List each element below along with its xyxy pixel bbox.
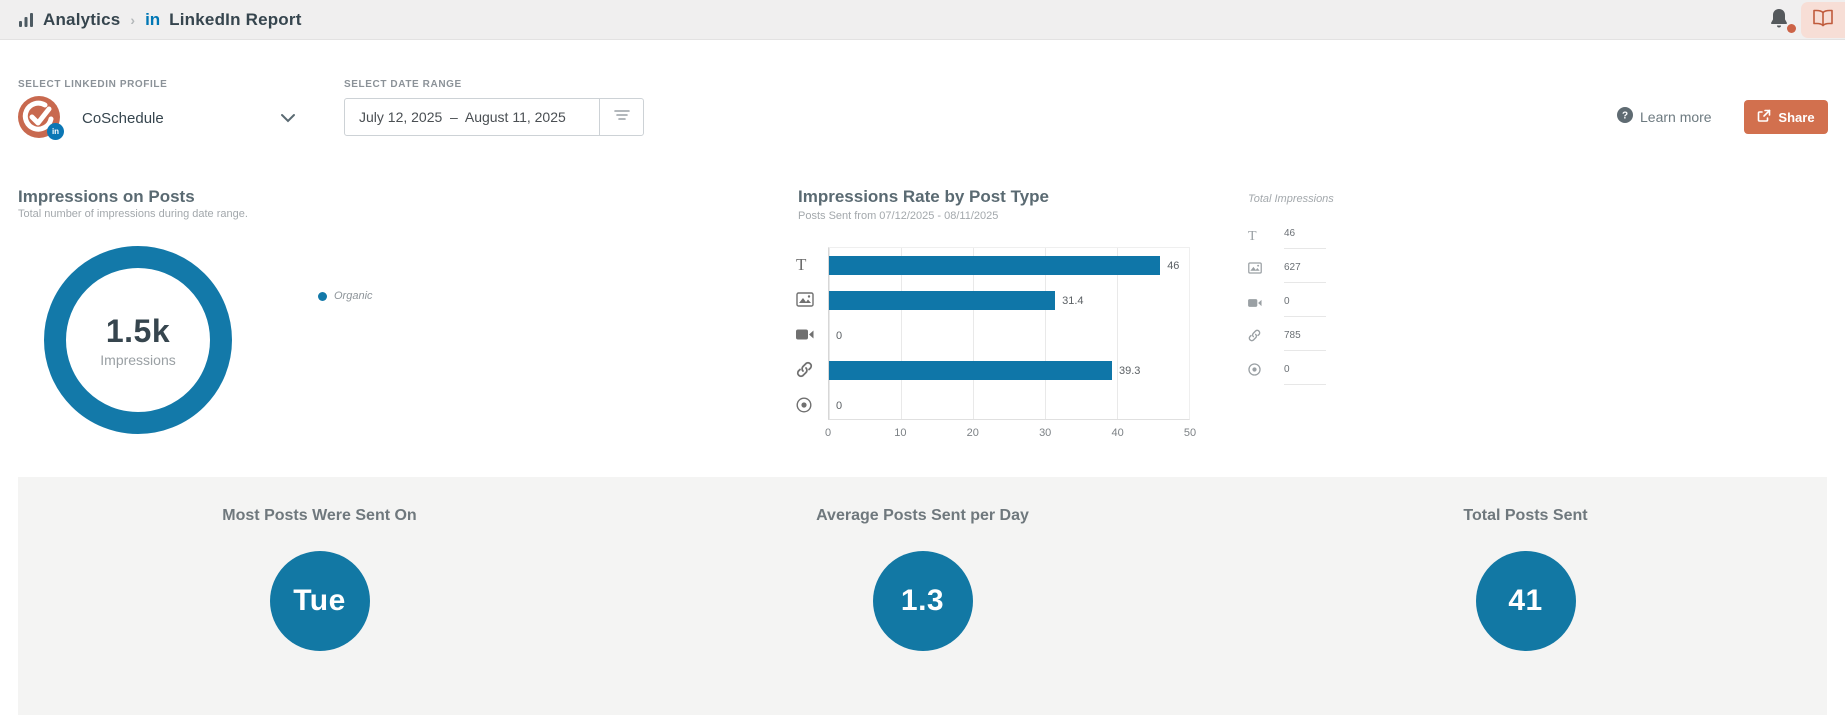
bar-chart-plot-area: 46 31.4 0 39.3 0 — [828, 247, 1190, 420]
donut-legend: Organic — [318, 290, 373, 302]
x-axis-tick-label: 20 — [966, 427, 979, 439]
notifications-bell-button[interactable] — [1769, 8, 1796, 34]
bar-value-other: 0 — [836, 399, 843, 412]
table-row: 627 — [1248, 256, 1328, 290]
total-posts-badge: 41 — [1475, 551, 1576, 651]
donut-section-subtitle: Total number of impressions during date … — [18, 208, 248, 220]
total-impressions-table: T 46 627 0 785 0 — [1248, 222, 1328, 392]
avg-posts-column: Average Posts Sent per Day 1.3 — [621, 477, 1224, 715]
video-post-icon — [796, 317, 822, 352]
table-row: 785 — [1248, 324, 1328, 358]
analytics-icon — [18, 12, 34, 28]
bar-text — [829, 256, 1161, 275]
bar-row-link: 39.3 — [829, 353, 1189, 388]
share-button[interactable]: Share — [1744, 100, 1828, 134]
organic-legend-dot-icon — [318, 291, 327, 301]
bar-chart-title: Impressions Rate by Post Type — [798, 187, 1049, 206]
video-post-icon — [1248, 295, 1262, 313]
row-divider — [1284, 282, 1326, 283]
image-post-icon — [1248, 261, 1262, 279]
share-icon — [1757, 109, 1771, 126]
row-divider — [1284, 384, 1326, 385]
date-presets-button[interactable] — [599, 99, 643, 135]
date-range-label: SELECT DATE RANGE — [344, 79, 462, 90]
breadcrumb: Analytics › in LinkedIn Report — [18, 0, 302, 40]
total-posts-column: Total Posts Sent 41 — [1224, 477, 1827, 715]
avg-posts-badge: 1.3 — [872, 551, 973, 651]
notification-badge-dot — [1787, 24, 1796, 33]
total-impressions-value: 0 — [1284, 296, 1290, 307]
other-post-icon — [1248, 363, 1261, 381]
impressions-donut-chart: 1.5k Impressions — [44, 246, 232, 434]
bar-row-image: 31.4 — [829, 283, 1189, 318]
row-divider — [1284, 248, 1326, 249]
most-posts-day-column: Most Posts Were Sent On Tue — [18, 477, 621, 715]
table-row: 0 — [1248, 290, 1328, 324]
avg-posts-title: Average Posts Sent per Day — [816, 507, 1029, 524]
linkedin-profile-avatar[interactable]: in — [18, 96, 64, 140]
total-impressions-value: 627 — [1284, 262, 1301, 273]
share-button-label: Share — [1778, 109, 1815, 125]
impressions-total-value: 1.5k — [105, 312, 171, 349]
bar-image — [829, 291, 1056, 310]
x-axis-tick-label: 50 — [1183, 427, 1197, 439]
organic-legend-label: Organic — [334, 290, 373, 302]
linkedin-badge-icon: in — [47, 123, 64, 140]
row-divider — [1284, 350, 1326, 351]
top-navigation-bar: Analytics › in LinkedIn Report — [0, 0, 1845, 40]
bar-value-text: 46 — [1167, 259, 1180, 272]
impressions-total-label: Impressions — [100, 351, 176, 368]
x-axis-ticks: 0 10 20 30 40 50 — [824, 427, 1196, 441]
total-impressions-value: 46 — [1284, 228, 1296, 239]
x-axis-tick-label: 10 — [894, 427, 907, 439]
bar-value-image: 31.4 — [1062, 294, 1084, 307]
question-circle-icon: ? — [1617, 107, 1633, 126]
date-range-group — [344, 98, 644, 136]
bar-link — [829, 361, 1112, 380]
total-posts-title: Total Posts Sent — [1463, 507, 1588, 524]
breadcrumb-analytics[interactable]: Analytics — [43, 10, 121, 29]
bar-row-other: 0 — [829, 388, 1189, 423]
help-docs-button[interactable] — [1801, 2, 1845, 38]
profile-select-label: SELECT LINKEDIN PROFILE — [18, 79, 168, 90]
bar-chart-category-icons: T — [796, 247, 822, 420]
profile-dropdown-chevron-icon[interactable] — [280, 111, 296, 129]
breadcrumb-linkedin-report: LinkedIn Report — [169, 10, 302, 29]
table-row: 0 — [1248, 358, 1328, 392]
image-post-icon — [796, 282, 822, 317]
date-range-input[interactable] — [345, 109, 599, 125]
svg-text:?: ? — [1622, 111, 1628, 122]
most-posts-day-badge: Tue — [269, 551, 370, 651]
total-impressions-title: Total Impressions — [1248, 193, 1334, 205]
x-axis-tick-label: 30 — [1039, 427, 1052, 439]
total-impressions-value: 0 — [1284, 364, 1290, 375]
learn-more-label: Learn more — [1640, 108, 1712, 125]
bell-icon — [1769, 9, 1789, 34]
filter-lines-icon — [613, 108, 630, 126]
selected-profile-name: CoSchedule — [82, 110, 164, 127]
text-post-icon: T — [796, 254, 807, 274]
open-book-icon — [1812, 9, 1834, 32]
total-impressions-value: 785 — [1284, 330, 1301, 341]
linkedin-icon: in — [145, 10, 161, 29]
most-posts-day-title: Most Posts Were Sent On — [222, 507, 417, 524]
x-axis-tick-label: 0 — [824, 427, 832, 439]
bar-row-text: 46 — [829, 248, 1189, 283]
summary-panel: Most Posts Were Sent On Tue Average Post… — [18, 477, 1827, 715]
bar-row-video: 0 — [829, 318, 1189, 353]
bar-value-link: 39.3 — [1118, 364, 1141, 377]
bar-value-video: 0 — [836, 329, 843, 342]
other-post-icon — [796, 387, 822, 422]
text-post-icon: T — [1248, 229, 1257, 244]
x-axis-tick-label: 40 — [1111, 427, 1124, 439]
link-post-icon — [1248, 329, 1261, 347]
chevron-right-icon: › — [130, 12, 136, 28]
bar-chart-subtitle: Posts Sent from 07/12/2025 - 08/11/2025 — [798, 210, 999, 222]
learn-more-link[interactable]: ? Learn more — [1617, 107, 1712, 126]
table-row: T 46 — [1248, 222, 1328, 256]
row-divider — [1284, 316, 1326, 317]
donut-section-title: Impressions on Posts — [18, 187, 195, 206]
link-post-icon — [796, 352, 822, 387]
